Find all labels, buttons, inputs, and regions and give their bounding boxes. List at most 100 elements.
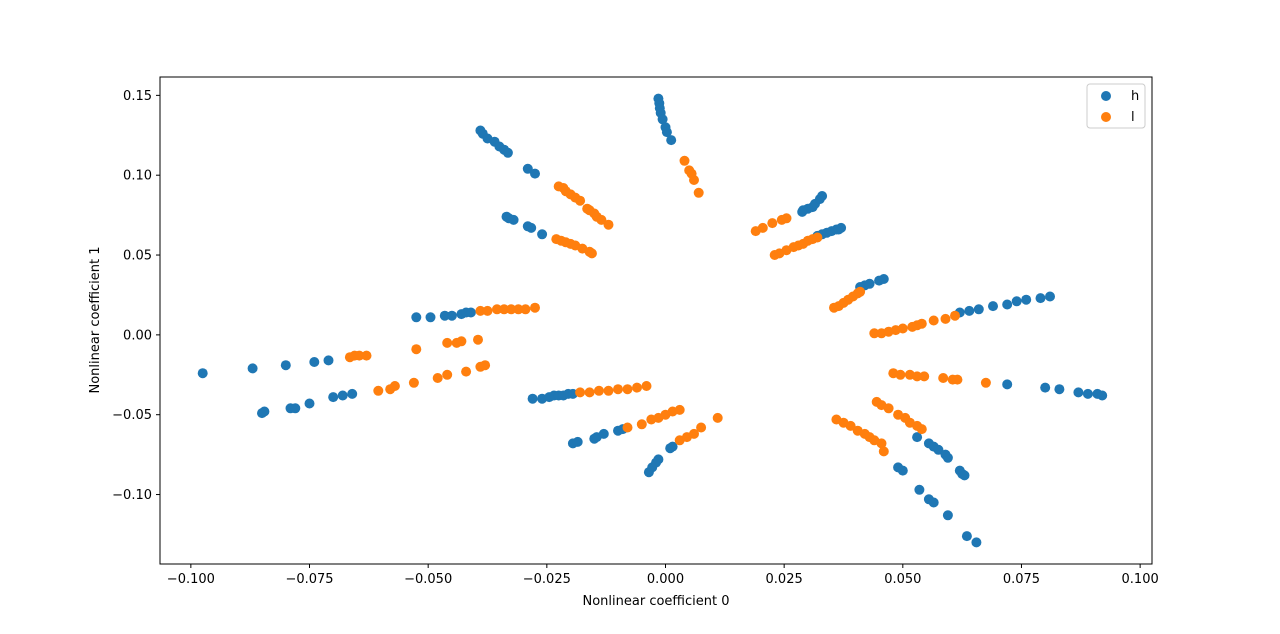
point-l [530, 302, 540, 313]
point-l [767, 218, 778, 229]
point-h [1040, 382, 1051, 393]
point-h [1002, 379, 1013, 390]
point-h [864, 278, 875, 289]
point-l [689, 175, 699, 185]
point-l [354, 350, 365, 361]
point-h [530, 168, 540, 179]
point-h [964, 305, 975, 316]
point-l [869, 328, 880, 339]
point-l [883, 403, 894, 414]
point-l [461, 366, 472, 377]
point-h [572, 436, 583, 447]
point-h [347, 388, 358, 399]
point-h [666, 135, 677, 146]
point-l [575, 387, 586, 398]
point-l [689, 428, 699, 439]
point-l [641, 381, 652, 391]
point-l [584, 387, 595, 398]
point-l [940, 313, 951, 324]
point-h [337, 390, 348, 401]
point-l [594, 385, 604, 396]
legend-label-h: h [1131, 89, 1139, 104]
point-l [596, 214, 607, 225]
point-h [797, 206, 808, 217]
y-tick-label: 0.15 [123, 89, 152, 104]
point-l [442, 337, 453, 348]
plot-frame [159, 76, 1153, 565]
point-h [1054, 384, 1065, 395]
point-h [280, 360, 291, 371]
y-tick-label: 0.10 [123, 169, 152, 184]
point-l [952, 374, 963, 385]
point-l [513, 304, 524, 315]
point-l [432, 373, 443, 383]
legend-label-l: l [1131, 110, 1135, 125]
point-h [425, 312, 436, 323]
point-l [361, 350, 372, 361]
point-h [290, 403, 301, 414]
x-tick-label: −0.050 [404, 572, 452, 587]
point-h [598, 428, 609, 439]
point-l [855, 286, 866, 297]
point-h [817, 191, 828, 201]
point-h [508, 214, 519, 225]
point-l [895, 369, 906, 380]
point-h [836, 222, 847, 233]
point-l [878, 446, 889, 457]
point-h [878, 274, 889, 284]
point-l [520, 304, 531, 315]
point-l [636, 419, 647, 430]
point-l [950, 310, 960, 321]
point-l [575, 195, 586, 206]
y-axis-ticks: −0.10 −0.05 0.00 0.05 0.10 0.15 [112, 89, 160, 503]
x-tick-label: −0.025 [523, 572, 571, 587]
point-l [473, 334, 483, 345]
point-l [456, 336, 467, 347]
point-l [696, 422, 707, 433]
point-l [712, 412, 723, 423]
point-h [971, 537, 982, 548]
point-h [959, 470, 970, 481]
point-h [309, 357, 320, 367]
point-l [603, 385, 614, 396]
legend-marker-l [1101, 112, 1111, 122]
point-l [912, 371, 923, 382]
point-l [622, 422, 633, 433]
point-h [439, 310, 450, 321]
point-l [781, 213, 792, 224]
point-l [876, 438, 887, 449]
point-l [693, 187, 704, 198]
x-tick-label: 0.050 [884, 572, 921, 587]
x-tick-label: 0.100 [1122, 572, 1159, 587]
point-l [586, 248, 597, 259]
point-h [667, 441, 678, 452]
point-h [961, 531, 972, 542]
point-l [845, 420, 856, 431]
point-h [1097, 390, 1108, 401]
point-h [304, 398, 315, 409]
y-tick-label: −0.05 [112, 408, 152, 423]
point-l [408, 377, 419, 388]
point-h [411, 312, 422, 323]
point-l [373, 385, 384, 396]
point-h [912, 432, 923, 443]
point-l [757, 222, 768, 233]
point-h [988, 301, 998, 312]
point-h [247, 363, 258, 374]
y-tick-label: −0.10 [112, 488, 152, 503]
data-points [197, 93, 1108, 548]
point-h [1073, 387, 1084, 398]
point-h [537, 229, 548, 240]
point-l [928, 315, 939, 326]
point-h [1011, 296, 1022, 307]
point-h [502, 147, 513, 158]
point-h [526, 222, 537, 233]
point-l [919, 371, 930, 382]
x-tick-label: 0.000 [647, 572, 684, 587]
point-l [389, 381, 400, 391]
x-tick-label: 0.025 [766, 572, 803, 587]
series-h [197, 93, 1108, 548]
point-h [1021, 294, 1032, 305]
point-l [812, 232, 823, 243]
